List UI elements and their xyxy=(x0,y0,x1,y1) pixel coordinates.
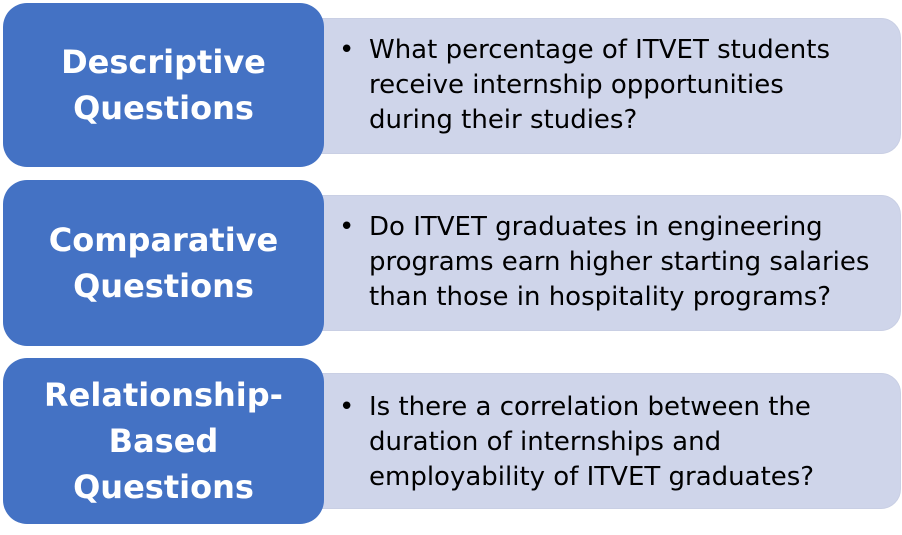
label-box-comparative: Comparative Questions xyxy=(3,180,324,346)
bullet-marker: • xyxy=(339,212,355,242)
bullet-item-descriptive: • What percentage of ITVET students rece… xyxy=(339,33,890,138)
bullet-text-descriptive: What percentage of ITVET students receiv… xyxy=(369,35,831,135)
label-relationship-based-questions: Relationship- Based Questions xyxy=(44,376,283,506)
bullet-marker: • xyxy=(339,392,355,422)
bullet-item-relationship: • Is there a correlation between the dur… xyxy=(339,390,890,495)
content-box-descriptive: • What percentage of ITVET students rece… xyxy=(314,18,901,154)
bullet-text-comparative: Do ITVET graduates in engineering progra… xyxy=(369,212,870,312)
label-descriptive-questions: Descriptive Questions xyxy=(61,43,266,127)
content-box-relationship: • Is there a correlation between the dur… xyxy=(314,373,901,509)
label-box-relationship: Relationship- Based Questions xyxy=(3,358,324,524)
bullet-text-relationship: Is there a correlation between the durat… xyxy=(369,392,815,492)
content-box-comparative: • Do ITVET graduates in engineering prog… xyxy=(314,195,901,331)
bullet-item-comparative: • Do ITVET graduates in engineering prog… xyxy=(339,210,890,315)
label-comparative-questions: Comparative Questions xyxy=(48,221,279,305)
bullet-marker: • xyxy=(339,35,355,65)
label-box-descriptive: Descriptive Questions xyxy=(3,3,324,167)
